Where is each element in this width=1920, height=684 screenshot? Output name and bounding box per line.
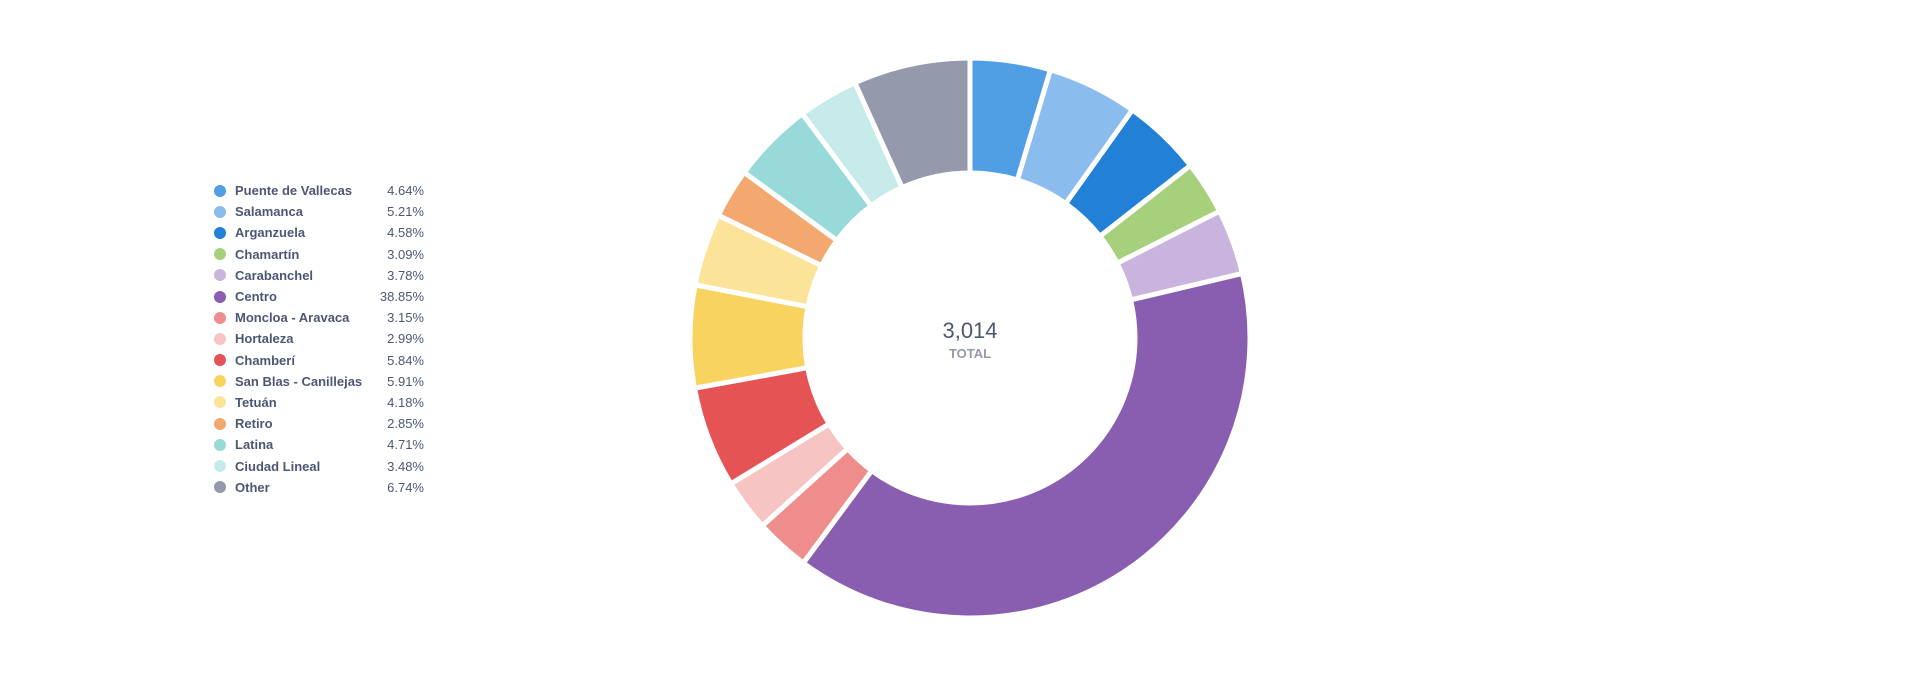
legend-percent: 2.99% — [387, 331, 424, 347]
legend-label: Tetuán — [235, 394, 277, 410]
legend-item[interactable]: Puente de Vallecas 4.64% — [214, 180, 424, 201]
legend-label: Other — [235, 479, 270, 495]
legend-swatch — [214, 269, 226, 282]
legend-item[interactable]: Tetuán 4.18% — [214, 392, 424, 413]
legend-percent: 6.74% — [387, 479, 424, 495]
legend-percent: 38.85% — [379, 289, 424, 305]
legend-label: Chamartín — [235, 246, 300, 262]
legend-item[interactable]: Salamanca 5.21% — [214, 201, 424, 222]
legend-swatch — [214, 332, 226, 345]
legend-percent: 3.78% — [387, 267, 424, 283]
legend-item[interactable]: Latina 4.71% — [214, 434, 424, 455]
donut-slices — [687, 55, 1253, 621]
legend-percent: 4.58% — [387, 225, 424, 241]
legend-label: Puente de Vallecas — [235, 183, 353, 199]
donut-slice[interactable] — [851, 55, 973, 191]
legend-label: Ciudad Lineal — [235, 458, 321, 474]
legend-percent: 4.64% — [387, 183, 424, 199]
legend-label: Salamanca — [235, 204, 303, 220]
legend-percent: 5.84% — [387, 352, 424, 368]
legend-swatch — [214, 226, 226, 239]
legend-item[interactable]: Carabanchel 3.78% — [214, 265, 424, 286]
legend-swatch — [214, 460, 226, 473]
chart-legend: Puente de Vallecas 4.64% Salamanca 5.21% Arg… — [214, 180, 424, 498]
legend-item[interactable]: Chamberí 5.84% — [214, 350, 424, 371]
legend-label: Arganzuela — [235, 225, 306, 241]
legend-item[interactable]: Arganzuela 4.58% — [214, 222, 424, 243]
legend-item[interactable]: San Blas - Canillejas 5.91% — [214, 371, 424, 392]
legend-item[interactable]: Retiro 2.85% — [214, 413, 424, 434]
legend-swatch — [214, 481, 226, 494]
total-label: TOTAL — [949, 346, 991, 361]
legend-label: San Blas - Canillejas — [235, 373, 363, 389]
legend-swatch — [214, 290, 226, 303]
legend-percent: 3.15% — [387, 310, 424, 326]
legend-percent: 5.91% — [387, 373, 424, 389]
donut-slice[interactable] — [799, 270, 1253, 621]
legend-item[interactable]: Other 6.74% — [214, 477, 424, 498]
legend-swatch — [214, 248, 226, 261]
legend-label: Carabanchel — [235, 267, 314, 283]
legend-item[interactable]: Centro 38.85% — [214, 286, 424, 307]
legend-item[interactable]: Hortaleza 2.99% — [214, 328, 424, 349]
legend-percent: 3.48% — [387, 458, 424, 474]
legend-swatch — [214, 184, 226, 197]
legend-percent: 3.09% — [387, 246, 424, 262]
legend-percent: 4.71% — [387, 437, 424, 453]
legend-percent: 4.18% — [387, 394, 424, 410]
legend-item[interactable]: Chamartín 3.09% — [214, 244, 424, 265]
legend-label: Centro — [235, 289, 277, 305]
legend-percent: 2.85% — [387, 416, 424, 432]
legend-label: Moncloa - Aravaca — [235, 310, 350, 326]
legend-label: Retiro — [235, 416, 273, 432]
legend-item[interactable]: Ciudad Lineal 3.48% — [214, 455, 424, 476]
legend-swatch — [214, 311, 226, 324]
total-value: 3,014 — [942, 318, 997, 343]
legend-swatch — [214, 375, 226, 388]
legend-item[interactable]: Moncloa - Aravaca 3.15% — [214, 307, 424, 328]
legend-label: Hortaleza — [235, 331, 294, 347]
legend-swatch — [214, 205, 226, 218]
legend-label: Latina — [235, 437, 274, 453]
legend-label: Chamberí — [235, 352, 295, 368]
legend-percent: 5.21% — [387, 204, 424, 220]
legend-swatch — [214, 417, 226, 430]
legend-swatch — [214, 396, 226, 409]
legend-swatch — [214, 438, 226, 451]
legend-swatch — [214, 354, 226, 367]
